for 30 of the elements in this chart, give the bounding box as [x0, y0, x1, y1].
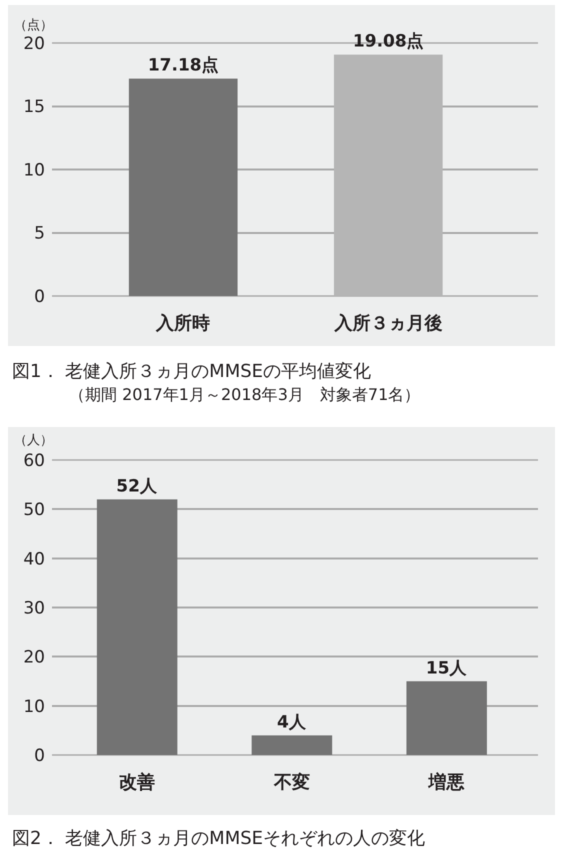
y-tick-label: 20 — [23, 648, 45, 668]
y-tick-label: 20 — [23, 34, 45, 54]
data-label: 17.18点 — [148, 56, 219, 76]
y-tick-label: 0 — [34, 286, 45, 307]
bar — [96, 499, 178, 755]
data-label: 4人 — [276, 712, 307, 732]
y-axis-title: （人） — [14, 433, 53, 448]
data-label: 19.08点 — [352, 32, 424, 52]
x-tick-label: 入所時 — [155, 313, 210, 334]
y-tick-label: 0 — [34, 746, 45, 766]
x-tick-label: 改善 — [119, 772, 156, 793]
text: 図1． 老健入所３ヵ月のMMSEの平均値変化 — [12, 361, 372, 382]
y-axis-title: （点） — [14, 18, 53, 33]
y-tick-label: 15 — [23, 97, 45, 118]
y-tick-label: 10 — [23, 160, 45, 180]
data-label: 15人 — [426, 658, 468, 678]
data-label: 52人 — [116, 476, 158, 496]
y-tick-label: 40 — [23, 549, 45, 570]
y-tick-label: 50 — [23, 500, 45, 520]
x-tick-label: 不変 — [272, 772, 310, 793]
text: （期間 2017年1月～2018年3月 対象者71名） — [69, 385, 420, 404]
y-tick-label: 60 — [23, 450, 45, 471]
y-tick-label: 30 — [23, 598, 45, 618]
y-tick-label: 5 — [34, 224, 45, 244]
bar — [406, 681, 487, 755]
x-tick-label: 入所３ヵ月後 — [333, 313, 442, 334]
bar — [252, 735, 332, 755]
x-tick-label: 増悪 — [428, 771, 465, 793]
text: 図2． 老健入所３ヵ月のMMSEそれぞれの人の変化 — [12, 828, 426, 849]
y-tick-label: 10 — [23, 696, 45, 717]
